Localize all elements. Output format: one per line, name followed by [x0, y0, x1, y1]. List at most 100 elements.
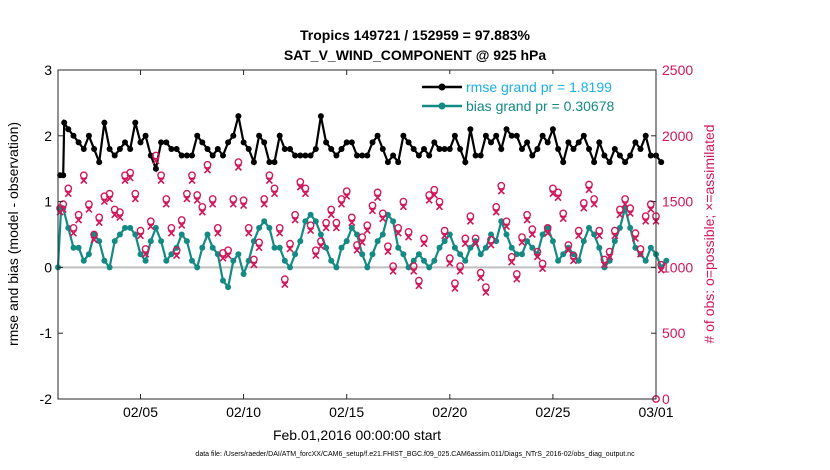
rmse-data-point	[266, 159, 273, 166]
assimilated-obs-marker	[286, 245, 294, 253]
possible-obs-marker	[564, 241, 573, 249]
bias-data-point	[225, 284, 232, 291]
bias-data-point	[348, 224, 355, 231]
x-tick-label: 02/05	[123, 404, 158, 420]
rmse-data-point	[96, 159, 103, 166]
assimilated-obs-marker	[276, 229, 284, 237]
bias-data-point	[204, 231, 211, 238]
possible-obs-marker	[616, 205, 624, 214]
assimilated-obs-marker	[147, 223, 155, 231]
assimilated-obs-marker	[559, 215, 567, 223]
assimilated-obs-marker	[446, 259, 454, 268]
rmse-data-point	[457, 146, 464, 152]
bias-data-point	[555, 257, 562, 264]
rmse-data-point	[374, 132, 381, 139]
rmse-data-point	[529, 152, 536, 159]
bias-data-point	[482, 244, 489, 251]
possible-obs-marker	[461, 234, 470, 243]
rmse-data-point	[467, 126, 474, 133]
bias-data-point	[488, 231, 494, 238]
assimilated-obs-marker	[317, 242, 325, 250]
possible-obs-marker	[234, 158, 243, 167]
assimilated-obs-marker	[322, 224, 330, 232]
assimilated-obs-marker	[260, 200, 268, 208]
rmse-data-point	[307, 152, 314, 159]
bias-data-point	[431, 257, 438, 264]
bias-data-point	[596, 244, 603, 251]
possible-obs-marker	[311, 246, 320, 255]
rmse-data-point	[122, 139, 128, 146]
bias-data-point	[178, 231, 185, 238]
possible-obs-marker	[492, 202, 501, 211]
bias-data-point	[503, 231, 510, 238]
rmse-data-point	[292, 152, 299, 159]
assimilated-obs-marker	[544, 229, 552, 237]
bias-data-point	[642, 257, 649, 264]
assimilated-obs-marker	[564, 246, 572, 254]
bias-data-point	[395, 244, 402, 251]
assimilated-obs-marker	[513, 275, 521, 283]
assimilated-obs-marker	[415, 282, 423, 290]
possible-obs-marker	[610, 226, 619, 235]
assimilated-obs-marker	[657, 266, 665, 274]
rmse-data-point	[214, 146, 221, 152]
possible-obs-marker	[585, 180, 593, 189]
rmse-data-point	[658, 159, 665, 166]
possible-obs-marker	[229, 195, 238, 203]
x-tick-label: 02/15	[329, 404, 364, 420]
rmse-data-point	[482, 132, 489, 139]
rmse-data-point	[606, 159, 613, 166]
assimilated-obs-marker	[188, 176, 196, 185]
assimilated-obs-marker	[600, 261, 609, 269]
assimilated-obs-marker	[327, 211, 335, 219]
possible-obs-marker	[574, 226, 583, 235]
possible-obs-marker	[347, 213, 356, 222]
bias-data-point	[85, 251, 92, 258]
assimilated-obs-marker	[523, 216, 531, 224]
rmse-data-point	[245, 146, 252, 152]
possible-obs-marker	[322, 218, 330, 227]
assimilated-obs-marker	[193, 196, 201, 204]
assimilated-obs-marker	[621, 200, 629, 208]
rmse-data-point	[436, 146, 443, 152]
assimilated-obs-marker	[121, 176, 129, 185]
bias-data-point	[152, 224, 159, 231]
assimilated-obs-marker	[301, 190, 310, 198]
bias-data-point	[421, 257, 427, 264]
rmse-data-point	[281, 146, 288, 152]
bias-data-point	[158, 238, 165, 245]
rmse-data-point	[364, 152, 371, 159]
rmse-data-point	[390, 152, 397, 159]
rmse-data-point	[493, 132, 500, 139]
possible-obs-marker	[255, 238, 264, 247]
possible-obs-marker	[481, 283, 490, 291]
rmse-data-point	[508, 132, 515, 139]
possible-obs-marker	[450, 279, 459, 288]
possible-obs-marker	[172, 246, 181, 255]
assimilated-obs-marker	[404, 233, 413, 241]
bias-data-point	[101, 257, 108, 264]
possible-obs-marker	[224, 246, 233, 255]
bias-data-point	[524, 238, 531, 245]
assimilated-obs-marker	[533, 253, 541, 261]
possible-obs-marker	[74, 210, 83, 219]
possible-obs-marker	[270, 184, 279, 193]
assimilated-obs-marker	[358, 238, 366, 246]
bias-data-point	[415, 251, 422, 258]
possible-obs-marker	[605, 247, 614, 256]
rmse-data-point	[101, 119, 108, 126]
bias-data-point	[451, 244, 458, 251]
rmse-data-point	[240, 139, 247, 146]
bias-data-point	[328, 257, 335, 264]
rmse-data-point	[302, 152, 309, 159]
possible-obs-marker	[265, 171, 274, 180]
rmse-data-point	[178, 152, 185, 159]
assimilated-obs-marker	[518, 238, 526, 246]
possible-obs-marker	[626, 204, 635, 213]
possible-obs-marker	[507, 252, 516, 261]
assimilated-obs-marker	[332, 224, 340, 232]
possible-obs-marker	[368, 201, 377, 210]
bias-data-point	[312, 218, 319, 225]
assimilated-obs-marker	[430, 191, 438, 199]
assimilated-obs-marker	[497, 187, 505, 195]
